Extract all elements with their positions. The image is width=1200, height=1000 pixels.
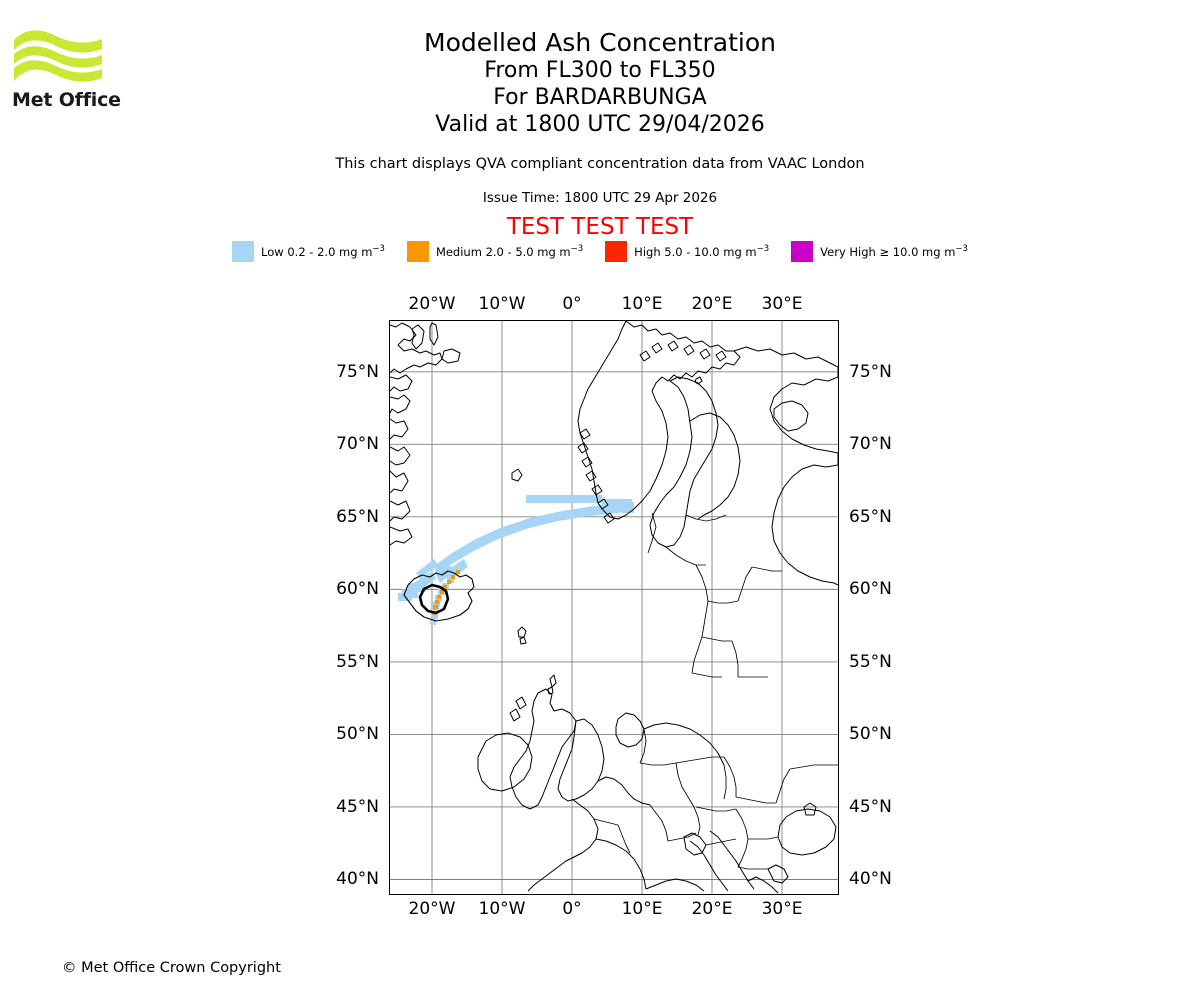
legend-label-medium: Medium 2.0 - 5.0 mg m−3: [436, 244, 583, 259]
lat-tick-right-4: 60°N: [849, 579, 892, 600]
lat-tick-left-3: 55°N: [336, 651, 379, 672]
lon-tick-bottom-2: 0°: [562, 899, 582, 919]
legend-item-very-high: Very High ≥ 10.0 mg m−3: [791, 241, 968, 262]
legend-medium-range: 2.0 - 5.0 mg m: [485, 244, 571, 259]
lon-tick-top-5: 30°E: [761, 294, 803, 314]
lat-tick-right-1: 45°N: [849, 796, 892, 817]
title-block: Modelled Ash Concentration From FL300 to…: [0, 28, 1200, 138]
legend-swatch-high-icon: [605, 241, 628, 262]
lat-tick-left-5: 65°N: [336, 506, 379, 527]
legend-swatch-medium-icon: [406, 241, 429, 262]
map-plot-frame: [389, 320, 839, 895]
legend-low-prefix: Low: [261, 244, 284, 259]
legend-item-low: Low 0.2 - 2.0 mg m−3: [232, 241, 385, 262]
lat-tick-left-0: 40°N: [336, 869, 379, 890]
legend-low-exp: −3: [372, 244, 385, 255]
qva-note: This chart displays QVA compliant concen…: [335, 156, 865, 172]
lat-tick-right-5: 65°N: [849, 506, 892, 527]
test-banner: TEST TEST TEST: [506, 214, 694, 240]
lon-tick-top-2: 0°: [562, 294, 582, 314]
ash-concentration-map[interactable]: [389, 320, 839, 895]
lon-tick-top-4: 20°E: [691, 294, 733, 314]
lat-tick-left-6: 70°N: [336, 434, 379, 455]
met-office-wordmark: Met Office: [12, 89, 121, 111]
lat-tick-left-4: 60°N: [336, 579, 379, 600]
legend-swatch-very-high-icon: [791, 241, 814, 262]
coastlines: [390, 321, 838, 894]
lon-tick-top-1: 10°W: [478, 294, 526, 314]
lon-tick-bottom-5: 30°E: [761, 899, 803, 919]
lat-tick-right-2: 50°N: [849, 724, 892, 745]
legend-label-high: High 5.0 - 10.0 mg m−3: [634, 244, 769, 259]
page-title: Modelled Ash Concentration: [424, 28, 776, 57]
legend-medium-exp: −3: [570, 244, 584, 255]
legend-low-range: 0.2 - 2.0 mg m: [287, 244, 373, 259]
legend-very-high-exp: −3: [955, 244, 968, 255]
legend-high-range: 5.0 - 10.0 mg m: [664, 244, 757, 259]
legend-very-high-prefix: Very High: [820, 244, 876, 259]
copyright-notice: © Met Office Crown Copyright: [62, 960, 281, 976]
lat-tick-right-3: 55°N: [849, 651, 892, 672]
lon-tick-top-3: 10°E: [621, 294, 663, 314]
met-office-waves-icon: [14, 30, 102, 82]
lon-tick-bottom-4: 20°E: [691, 899, 733, 919]
lat-tick-left-1: 45°N: [336, 796, 379, 817]
lon-tick-bottom-0: 20°W: [408, 899, 456, 919]
lat-tick-right-7: 75°N: [849, 361, 892, 382]
valid-time-subtitle: Valid at 1800 UTC 29/04/2026: [435, 112, 765, 137]
legend-medium-prefix: Medium: [435, 244, 482, 259]
concentration-legend: Low 0.2 - 2.0 mg m−3 Medium 2.0 - 5.0 mg…: [0, 241, 1200, 262]
legend-high-exp: −3: [756, 244, 770, 255]
legend-label-low: Low 0.2 - 2.0 mg m−3: [261, 244, 385, 259]
map-canvas: [390, 321, 838, 894]
legend-high-prefix: High: [634, 244, 661, 259]
issue-time: Issue Time: 1800 UTC 29 Apr 2026: [482, 190, 718, 206]
volcano-subtitle: For BARDARBUNGA: [493, 85, 707, 110]
lon-tick-top-0: 20°W: [408, 294, 456, 314]
lon-tick-bottom-1: 10°W: [478, 899, 526, 919]
legend-item-medium: Medium 2.0 - 5.0 mg m−3: [406, 241, 583, 262]
lon-tick-bottom-3: 10°E: [621, 899, 663, 919]
met-office-logo: Met Office: [12, 26, 122, 114]
lat-tick-left-7: 75°N: [336, 361, 379, 382]
lat-tick-right-6: 70°N: [849, 434, 892, 455]
country-borders: [593, 512, 838, 870]
legend-very-high-range: ≥ 10.0 mg m: [879, 244, 956, 259]
flight-level-subtitle: From FL300 to FL350: [484, 58, 716, 83]
legend-swatch-low-icon: [232, 241, 255, 262]
lat-tick-right-0: 40°N: [849, 869, 892, 890]
legend-label-very-high: Very High ≥ 10.0 mg m−3: [820, 244, 968, 259]
legend-item-high: High 5.0 - 10.0 mg m−3: [605, 241, 769, 262]
lat-tick-left-2: 50°N: [336, 724, 379, 745]
